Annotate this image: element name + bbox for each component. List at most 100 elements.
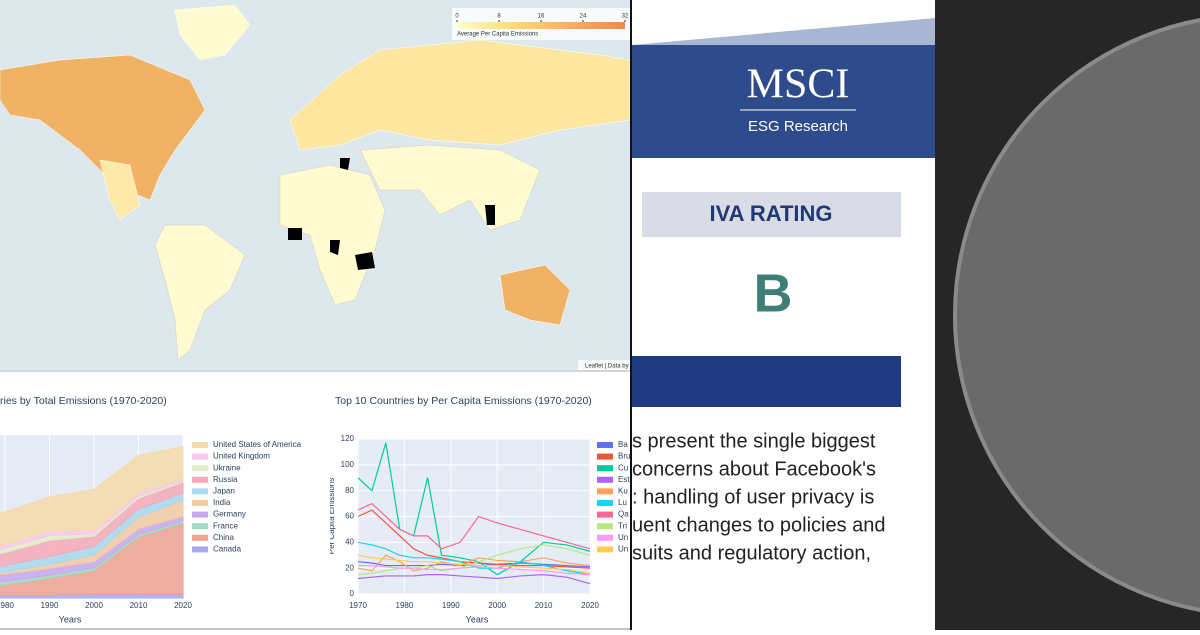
legend-swatch — [192, 465, 208, 472]
colorbar-title: Average Per Capita Emissions — [457, 32, 538, 38]
central-america — [99, 159, 141, 221]
legend-label: Japan — [213, 487, 235, 496]
legend-label: Bru — [618, 452, 630, 461]
line — [357, 509, 591, 569]
colorbar-tick-label: 0 — [455, 14, 459, 20]
legend-swatch — [597, 546, 613, 553]
x-axis-label: Years — [59, 614, 82, 624]
x-tick-label: 1970 — [349, 601, 367, 610]
report-line: suits and regulatory action, — [632, 542, 871, 564]
report-line: concerns about Facebook's — [632, 458, 876, 480]
legend-label: Lu — [618, 498, 627, 507]
colorbar-tick-label: 16 — [538, 14, 545, 20]
area-chart: ries by Total Emissions (1970-2020) Years… — [0, 395, 302, 624]
line — [357, 541, 591, 576]
line — [357, 561, 591, 568]
colorbar-tick-label: 32 — [622, 14, 629, 20]
legend-swatch — [192, 453, 208, 460]
legend-swatch — [192, 523, 208, 530]
x-tick-label: 2020 — [581, 601, 599, 610]
logo: MSCI — [747, 62, 850, 108]
y-tick-label: 80 — [345, 486, 354, 495]
legend-swatch — [597, 453, 613, 460]
legend-label: Cu — [618, 463, 628, 472]
x-tick-label: 2020 — [174, 601, 192, 610]
legend-swatch — [192, 546, 208, 553]
legend-swatch — [597, 488, 613, 495]
legend-label: Tri — [618, 521, 627, 530]
line — [357, 554, 591, 574]
report-line: uent changes to policies and — [632, 514, 886, 536]
legend-swatch — [192, 511, 208, 518]
rating-bar — [632, 356, 901, 407]
colorbar — [457, 22, 625, 29]
eurasia-north — [289, 39, 630, 151]
legend-swatch — [597, 511, 613, 518]
y-axis-label: Per Capita Emissions — [327, 478, 336, 554]
x-tick-label: 2000 — [488, 601, 506, 610]
legend-label: Est — [618, 475, 630, 484]
header-wedge — [632, 18, 935, 45]
legend-label: Ba — [618, 440, 628, 449]
rating-label-box — [642, 192, 901, 237]
legend-label: Ukraine — [213, 463, 241, 472]
legend-swatch — [192, 534, 208, 541]
x-tick-label: 1980 — [0, 601, 14, 610]
decorative-circle — [955, 20, 1200, 610]
x-tick-label: 2010 — [535, 601, 553, 610]
y-tick-label: 40 — [345, 537, 354, 546]
australia — [499, 264, 571, 326]
line — [357, 574, 591, 585]
attribution-box — [578, 360, 630, 370]
north-america — [0, 54, 206, 201]
x-tick-label: 1990 — [41, 601, 59, 610]
report: MSCI ESG Research IVA RATING B s present… — [632, 0, 935, 630]
y-tick-label: 100 — [341, 460, 355, 469]
legend-label: India — [213, 498, 231, 507]
legend-label: United States of America — [213, 440, 302, 449]
colorbar-tick-label: 8 — [497, 14, 501, 20]
x-tick-label: 1990 — [442, 601, 460, 610]
chart-title: Top 10 Countries by Per Capita Emissions… — [335, 395, 592, 407]
legend-label: Canada — [213, 545, 242, 554]
line — [357, 544, 591, 576]
x-tick-label: 2000 — [85, 601, 103, 610]
legend-label: Germany — [213, 510, 246, 519]
divider — [630, 0, 632, 630]
logo-subtitle: ESG Research — [748, 118, 848, 135]
line-chart: Top 10 Countries by Per Capita Emissions… — [327, 395, 630, 625]
map: Leaflet | Data by 0 8 16 24 32 Average Per C… — [0, 0, 630, 370]
y-tick-label: 120 — [341, 434, 355, 443]
legend-swatch — [597, 465, 613, 472]
report-line: s present the single biggest — [632, 430, 876, 452]
legend-swatch — [597, 442, 613, 448]
map-attribution: Leaflet | Data by — [585, 364, 629, 370]
legend-swatch — [597, 534, 613, 541]
legend-swatch — [192, 500, 208, 506]
line — [358, 564, 591, 576]
line — [357, 502, 591, 550]
legend-swatch — [192, 488, 208, 495]
legend-label: Ku — [618, 487, 628, 496]
greenland — [174, 4, 251, 61]
y-tick-label: 20 — [345, 563, 354, 572]
rating: B — [754, 263, 793, 323]
legend-label: Qa — [618, 510, 629, 519]
x-tick-label: 1980 — [396, 601, 414, 610]
legend-label: Russia — [213, 475, 238, 484]
colorbar-ticks: 0 8 16 24 32 — [455, 14, 629, 22]
legend-swatch — [192, 442, 208, 448]
y-tick-label: 60 — [345, 512, 354, 521]
south-america — [154, 224, 246, 361]
x-axis-label: Years — [466, 614, 489, 624]
legend-label: China — [213, 533, 234, 542]
colorbar-tick-label: 24 — [580, 14, 587, 20]
legend-label: United Kingdom — [213, 452, 270, 461]
area — [0, 446, 184, 547]
legend-swatch — [192, 476, 208, 483]
legend-swatch — [597, 523, 613, 530]
rating-label: IVA RATING — [709, 201, 832, 226]
y-tick-label: 0 — [350, 589, 355, 598]
